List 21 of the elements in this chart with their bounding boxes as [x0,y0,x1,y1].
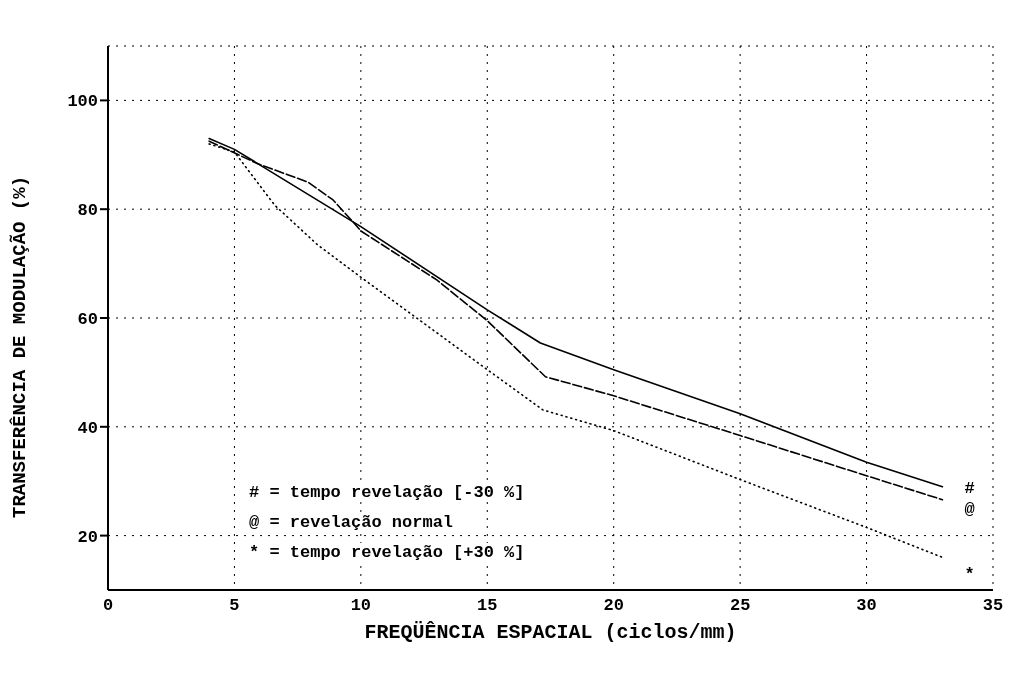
annotation: # = tempo revelação [-30 %] [247,483,527,502]
y-tick-label: 60 [77,310,98,330]
x-tick-label: 5 [229,596,240,616]
x-tick-label: 10 [350,596,372,616]
series-label: * [964,565,975,585]
x-tick-label: 30 [856,596,877,616]
x-tick-label: 35 [982,596,1004,616]
x-tick-label: 20 [603,596,624,616]
x-axis-title: FREQÜÊNCIA ESPACIAL (ciclos/mm) [364,621,737,644]
y-tick-label: 80 [77,201,98,221]
x-tick-label: 25 [729,596,751,616]
x-tick-label: 0 [102,596,114,616]
annotation: @ = revelação normal [247,513,456,532]
x-tick-label: 15 [477,596,498,616]
series-label: @ [964,499,975,519]
y-tick-label: 40 [77,418,98,438]
annotation: * = tempo revelação [+30 %] [247,543,527,562]
y-tick-label: 20 [77,527,98,547]
y-tick-label: 100 [67,92,98,112]
series-label: # [964,478,975,498]
y-axis-title: TRANSFERÊNCIA DE MODULAÇÃO (%) [8,175,31,518]
